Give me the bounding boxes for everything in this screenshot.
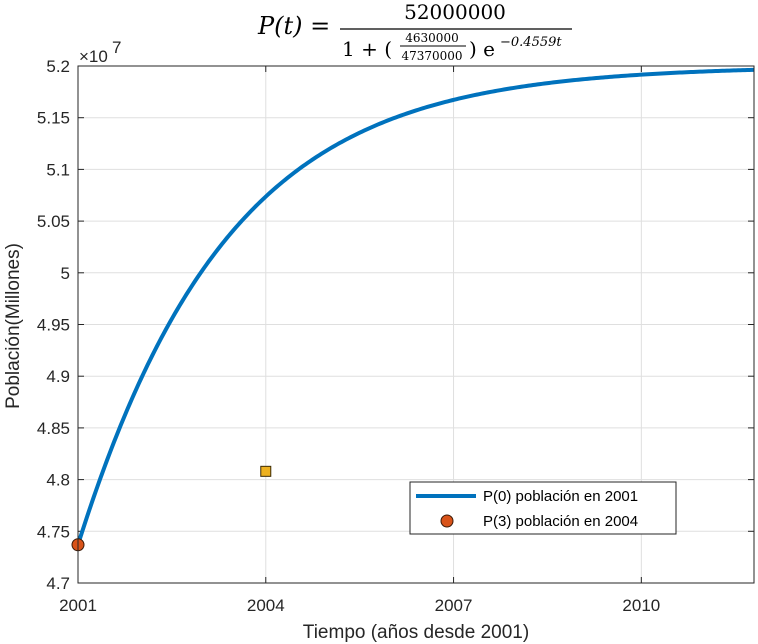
x-tick-label: 2004 [247, 596, 285, 615]
y-tick-label: 4.8 [46, 471, 70, 490]
plot-box [77, 65, 755, 584]
x-tick-label: 2010 [622, 596, 660, 615]
y-axis-label: Población(Millones) [3, 243, 24, 409]
y-tick-label: 4.9 [46, 367, 70, 386]
y-tick-label: 5.1 [46, 160, 70, 179]
y-tick-label: 4.7 [46, 574, 70, 593]
y-tick-label: 4.75 [37, 522, 70, 541]
chart-title: P(t) = 52000000 1 + ( 4630000 47370000 )… [257, 0, 572, 63]
legend: P(0) población en 2001 P(3) población en… [409, 481, 677, 535]
y-tick-label: 5.15 [37, 109, 70, 128]
title-numerator: 52000000 [404, 0, 506, 24]
legend-entry-marker: P(3) población en 2004 [483, 513, 638, 530]
series-line-p0 [76, 67, 755, 546]
x-axis-label: Tiempo (años desde 2001) [303, 622, 529, 643]
title-lhs: P(t) = [257, 12, 330, 40]
title-inner-denominator: 47370000 [401, 49, 462, 63]
title-denominator-suffix: ) e [469, 37, 495, 61]
legend-marker-swatch [440, 514, 454, 528]
legend-box [409, 481, 677, 535]
y-tick-label: 5.05 [37, 212, 70, 231]
title-denominator-prefix: 1 + ( [342, 37, 392, 61]
x-tick-label: 2007 [435, 596, 473, 615]
y-tick-labels: 4.7 4.75 4.8 4.85 4.9 4.95 5 5.05 5.1 5.15 5.2 [37, 57, 70, 593]
x-tick-labels: 2001 2004 2007 2010 [59, 596, 660, 615]
y-tick-label: 4.95 [37, 316, 70, 335]
title-inner-numerator: 4630000 [405, 31, 458, 45]
x-tick-label: 2001 [59, 596, 97, 615]
y-tick-label: 5 [61, 264, 70, 283]
y-tick-label: 5.2 [46, 57, 70, 76]
title-exponent: −0.4559t [500, 35, 562, 50]
marker-square [260, 465, 272, 477]
legend-entry-line: P(0) población en 2001 [483, 488, 638, 505]
y-exponent-base: ×10 [79, 47, 108, 66]
y-exponent-power: 7 [112, 38, 121, 57]
y-tick-label: 4.85 [37, 419, 70, 438]
